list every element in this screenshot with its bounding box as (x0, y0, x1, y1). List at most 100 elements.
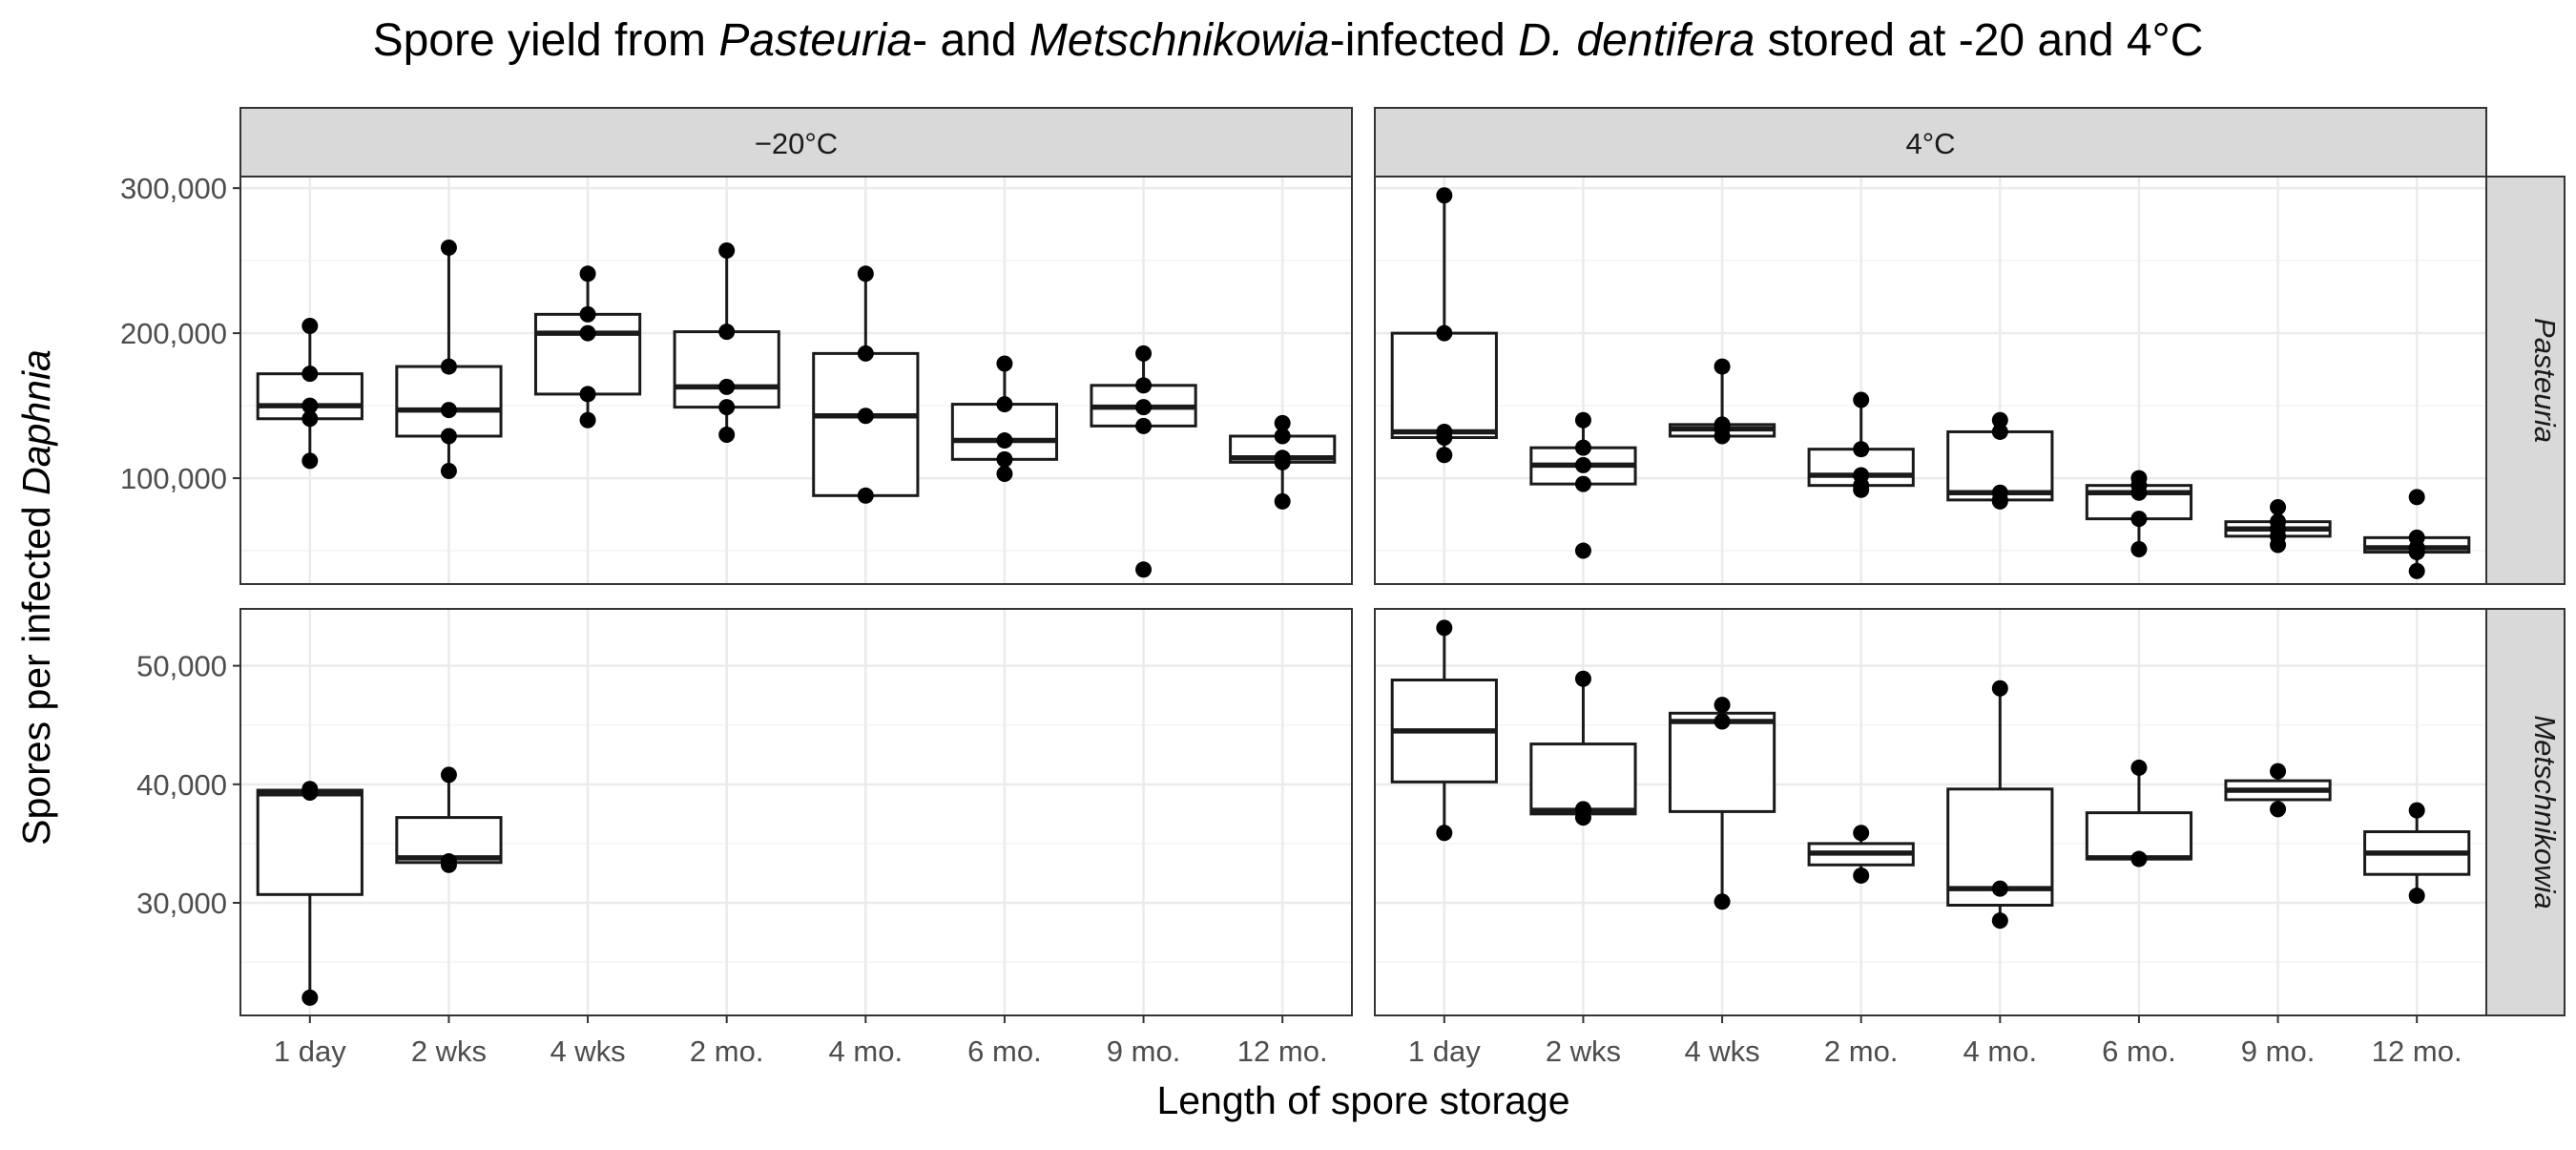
boxplot (2085, 470, 2193, 558)
data-point (301, 989, 319, 1006)
data-point (718, 426, 736, 443)
data-point (1274, 492, 1291, 510)
data-point (1274, 428, 1291, 445)
data-point (1436, 447, 1453, 464)
y-axis-title: Spores per infected Daphnia (14, 349, 58, 846)
data-point (301, 318, 319, 335)
box (812, 351, 920, 497)
boxplot (1668, 697, 1776, 910)
data-point (718, 399, 736, 416)
boxplot (256, 318, 364, 470)
data-point (579, 324, 596, 342)
data-point (579, 386, 596, 403)
data-point (857, 345, 874, 362)
x-tick-label: 2 mo. (690, 1035, 764, 1068)
data-point (1853, 391, 1870, 408)
x-tick-label: 1 day (274, 1035, 346, 1068)
data-point (1714, 358, 1731, 375)
y-tick-label: 100,000 (120, 462, 227, 495)
chart-title: Spore yield from Pasteuria- and Metschni… (373, 15, 2204, 66)
data-point (857, 408, 874, 425)
boxplot (1229, 414, 1337, 510)
facet-strip-column (239, 107, 1353, 178)
facet-strip-label: −20°C (755, 127, 838, 160)
data-point (1574, 439, 1591, 456)
data-point (301, 366, 319, 383)
data-point (1574, 809, 1591, 826)
data-point (301, 452, 319, 470)
data-point (1574, 670, 1591, 687)
data-point (579, 305, 596, 323)
data-point (2270, 763, 2287, 780)
data-point (1574, 542, 1591, 559)
data-point (1853, 825, 1870, 842)
x-tick-label: 1 day (1408, 1035, 1481, 1068)
box (950, 403, 1059, 461)
boxplot (256, 781, 364, 1006)
data-point (440, 239, 457, 256)
data-point (2270, 536, 2287, 554)
y-tick-label: 300,000 (120, 172, 227, 205)
data-point (1714, 713, 1731, 730)
data-point (718, 241, 736, 259)
data-point (2270, 498, 2287, 515)
data-point (1135, 561, 1153, 578)
panel-0-0 (256, 239, 1337, 578)
data-point (1853, 441, 1870, 458)
data-point (1991, 880, 2008, 897)
boxplot (1390, 187, 1498, 464)
boxplot (533, 265, 642, 429)
data-point (1135, 377, 1153, 394)
panel-border (1374, 176, 2487, 585)
data-point (1714, 893, 1731, 910)
data-point (1991, 680, 2008, 697)
facet-strip-row (2485, 176, 2566, 585)
data-point (1574, 411, 1591, 429)
boxplot (1529, 411, 1637, 559)
x-tick-label: 2 wks (1546, 1035, 1621, 1068)
boxplot (1090, 345, 1197, 578)
x-tick-label: 4 wks (1684, 1035, 1759, 1068)
data-point (1135, 345, 1153, 362)
data-point (2130, 850, 2148, 868)
data-point (1991, 411, 2008, 429)
data-point (2130, 484, 2148, 501)
x-tick-label: 9 mo. (2241, 1035, 2316, 1068)
boxplot (1946, 680, 2054, 930)
box (2085, 811, 2193, 861)
data-point (1991, 492, 2008, 510)
x-axis-title: Length of spore storage (1156, 1078, 1569, 1122)
data-point (440, 358, 457, 375)
box (673, 330, 780, 409)
x-tick-label: 4 mo. (1963, 1035, 2038, 1068)
data-point (2130, 759, 2148, 776)
boxplot (2224, 763, 2332, 818)
data-point (2408, 544, 2425, 561)
panel-0-1 (1390, 187, 2471, 579)
data-point (2408, 562, 2425, 579)
x-tick-label: 12 mo. (1237, 1035, 1328, 1068)
boxplot (1529, 670, 1637, 826)
y-tick-label: 200,000 (120, 317, 227, 350)
data-point (718, 378, 736, 395)
data-point (1714, 428, 1731, 445)
data-point (301, 410, 319, 428)
data-point (301, 397, 319, 414)
data-point (996, 432, 1013, 450)
data-point (2130, 541, 2148, 558)
y-tick-label: 40,000 (136, 768, 227, 802)
data-point (579, 265, 596, 282)
box (1390, 331, 1498, 440)
data-point (1991, 423, 2008, 440)
x-tick-label: 6 mo. (967, 1035, 1042, 1068)
boxplot (395, 239, 503, 479)
box (256, 788, 364, 896)
data-point (996, 396, 1013, 413)
x-tick-label: 6 mo. (2102, 1035, 2176, 1068)
data-point (996, 450, 1013, 468)
data-point (301, 784, 319, 802)
boxplot (2085, 759, 2193, 868)
data-point (1574, 456, 1591, 473)
boxplot (395, 766, 503, 873)
